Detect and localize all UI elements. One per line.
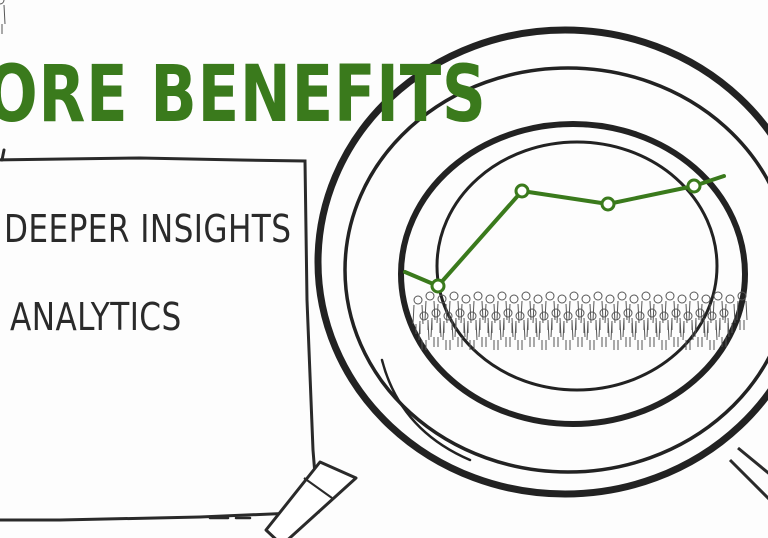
- crowd-icon: [0, 0, 748, 351]
- board-panel: [0, 148, 320, 522]
- bullet-deeper-insights: DEEPER INSIGHTS: [4, 207, 292, 251]
- magnifying-glass-icon: [314, 26, 768, 498]
- chart-point: [430, 278, 446, 294]
- bullet-analytics: ANALYTICS: [10, 295, 182, 339]
- chart-point: [514, 183, 530, 199]
- line-chart-icon: [403, 174, 726, 294]
- magnifier-handle: [264, 446, 768, 538]
- headline: ORE BENEFITS: [0, 50, 487, 140]
- chart-point: [686, 178, 702, 194]
- chart-point: [600, 196, 616, 212]
